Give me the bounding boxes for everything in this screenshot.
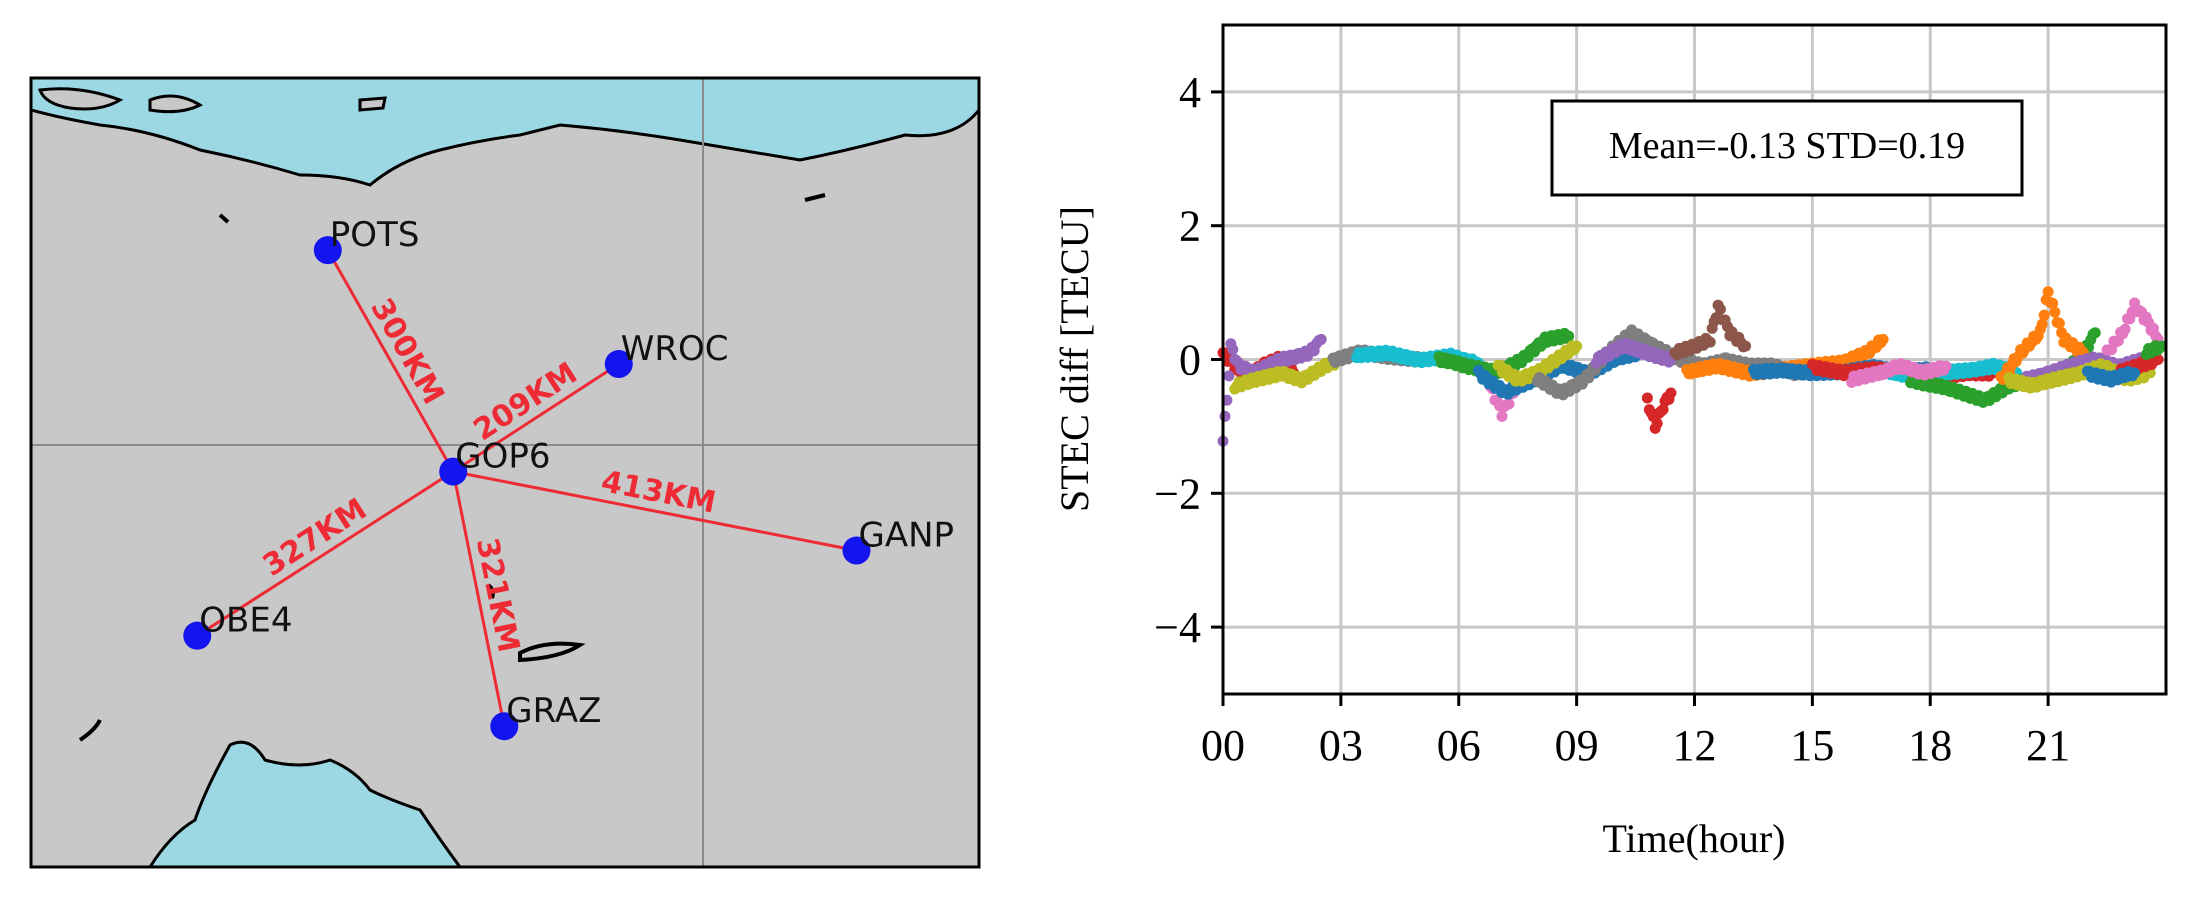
x-tick-label: 15 — [1790, 721, 1834, 770]
sea-south — [148, 740, 462, 867]
data-point — [2042, 286, 2054, 298]
station-marker-wroc — [604, 350, 633, 379]
x-axis-label: Time(hour) — [1603, 816, 1786, 861]
data-point — [1571, 340, 1583, 352]
x-tick-label: 00 — [1201, 721, 1245, 770]
data-point — [2053, 317, 2065, 329]
stations-layer: POTS WROC GOP6 GANP OBE4 GRAZ — [183, 215, 954, 741]
station-label-gop6: GOP6 — [455, 437, 550, 477]
data-point — [1315, 333, 1327, 345]
x-tick-label: 12 — [1673, 721, 1717, 770]
chart-ticks: 00 03 06 09 12 15 18 21 −4 −2 0 2 4 — [1154, 68, 2070, 770]
y-tick-label: −2 — [1154, 469, 1201, 518]
x-tick-label: 06 — [1437, 721, 1481, 770]
baseline-pots — [326, 249, 455, 473]
baseline-obe4 — [196, 470, 455, 637]
data-point — [1563, 330, 1575, 342]
lake-coast-1 — [518, 641, 586, 663]
x-tick-label: 21 — [2026, 721, 2070, 770]
data-point — [2089, 327, 2101, 339]
small-island — [358, 96, 387, 112]
chart-points — [1217, 286, 2168, 447]
data-point — [1877, 333, 1889, 345]
station-marker-pots — [313, 236, 342, 265]
series-18 — [1846, 358, 1952, 388]
x-tick-label: 09 — [1555, 721, 1599, 770]
data-point — [1219, 410, 1231, 422]
station-label-graz: GRAZ — [506, 691, 601, 731]
data-point — [2152, 354, 2164, 365]
data-point — [1740, 340, 1752, 352]
data-point — [2038, 309, 2050, 321]
baseline-ganp — [452, 470, 857, 552]
data-point — [1227, 344, 1239, 356]
data-point — [1657, 404, 1669, 416]
coast-fragment-3 — [804, 193, 826, 202]
y-tick-label: 4 — [1179, 68, 1201, 117]
y-tick-label: 2 — [1179, 202, 1201, 251]
station-label-pots: POTS — [330, 215, 420, 255]
data-point — [1503, 398, 1515, 410]
data-point — [1665, 387, 1677, 399]
station-marker-ganp — [842, 536, 871, 565]
data-point — [1496, 410, 1508, 422]
data-point — [2049, 306, 2061, 318]
data-point — [1714, 303, 1726, 315]
station-label-wroc: WROC — [621, 329, 729, 369]
data-point — [2129, 367, 2141, 379]
station-label-ganp: GANP — [858, 516, 954, 556]
y-tick-label: −4 — [1154, 603, 1201, 652]
data-point — [1651, 417, 1663, 429]
danish-island — [37, 87, 124, 111]
bornholm-island — [148, 94, 204, 114]
series-22 — [2101, 297, 2164, 356]
data-point — [2119, 323, 2131, 335]
annotation-box: Mean=-0.13 STD=0.19 — [1550, 99, 2024, 197]
station-marker-obe4 — [183, 621, 212, 650]
data-point — [1940, 360, 1952, 372]
series-25 — [2140, 340, 2168, 360]
station-label-obe4: OBE4 — [199, 601, 292, 641]
annotation-text: Mean=-0.13 STD=0.19 — [1609, 125, 1965, 167]
data-point — [1704, 336, 1716, 348]
series-10 — [1590, 337, 1677, 369]
data-point — [2047, 297, 2059, 309]
data-point — [2036, 318, 2048, 330]
coast-fragment-2 — [218, 213, 230, 224]
baseline-graz — [451, 471, 506, 727]
data-point — [1641, 392, 1653, 404]
data-point — [1223, 370, 1235, 382]
x-tick-label: 18 — [1908, 721, 1952, 770]
stec-diff-chart: 00 03 06 09 12 15 18 21 −4 −2 0 2 4 Mean=-0.13 STD=0… — [1052, 23, 2168, 861]
series-24 — [2081, 365, 2141, 388]
map-frame — [29, 76, 981, 869]
series-11 — [1641, 387, 1677, 434]
sea-north — [31, 78, 979, 187]
y-tick-label: 0 — [1179, 336, 1201, 385]
y-axis-label: STEC diff [TECU] — [1052, 206, 1097, 512]
baseline-wroc — [452, 362, 620, 473]
series-2 — [1229, 352, 1347, 395]
x-tick-label: 03 — [1319, 721, 1363, 770]
station-marker-graz — [490, 712, 519, 741]
series-19 — [1995, 286, 2089, 385]
series-12 — [1669, 299, 1752, 361]
station-marker-gop6 — [439, 457, 468, 486]
coast-fragment-1 — [78, 719, 102, 742]
lake-coast-2 — [486, 583, 495, 599]
